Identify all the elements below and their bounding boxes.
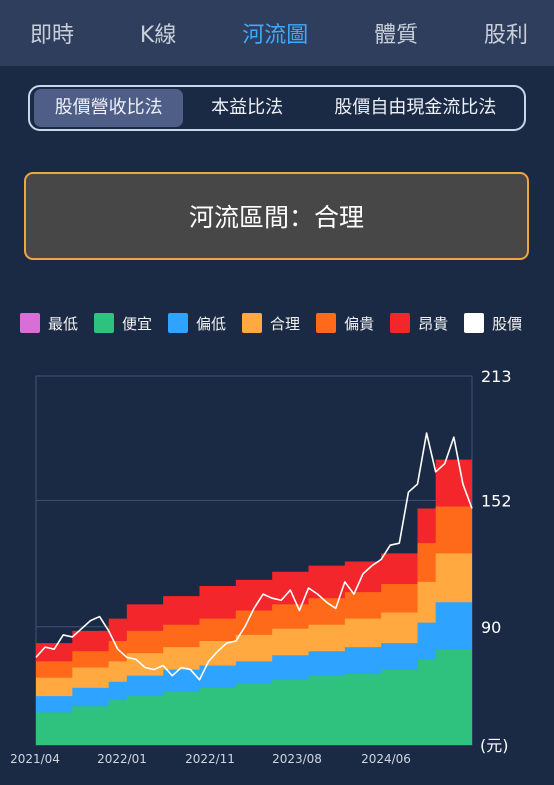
legend-label: 偏低: [196, 314, 227, 333]
method-price-fcf[interactable]: 股價自由現金流比法: [334, 97, 497, 118]
legend-label: 股價: [492, 314, 523, 333]
legend-swatch: [20, 313, 40, 333]
tab-dividends[interactable]: 股利: [483, 23, 528, 48]
legend-item-expensive: 昂貴: [390, 313, 448, 334]
river-chart: 213 152 90 (元) 2021/04 2022/01 2022/11 2023/08 2…: [10, 367, 512, 766]
legend-item-high: 偏貴: [316, 313, 374, 334]
legend-label: 合理: [270, 314, 301, 333]
legend-swatch: [168, 313, 189, 333]
tab-realtime[interactable]: 即時: [30, 23, 75, 48]
legend-label: 昂貴: [418, 314, 449, 333]
chart-legend: 最低 便宜 偏低 合理 偏貴 昂貴 股價: [20, 311, 540, 335]
legend-swatch: [242, 313, 263, 333]
price-line: [35, 432, 473, 681]
legend-item-lowest: 最低: [20, 313, 78, 334]
method-segmented-control: 股價營收比法 本益比法 股價自由現金流比法: [28, 85, 526, 131]
legend-item-fair: 合理: [242, 313, 300, 334]
legend-swatch: [316, 313, 337, 333]
legend-label: 偏貴: [344, 314, 375, 333]
legend-label: 最低: [48, 314, 79, 333]
tab-river-chart[interactable]: 河流圖: [242, 23, 309, 48]
top-navigation: 即時 K線 河流圖 體質 股利: [0, 0, 554, 66]
river-zone-status: 河流區間：合理: [24, 172, 529, 260]
x-tick-label: 2024/06: [361, 752, 411, 766]
tab-kline[interactable]: K線: [139, 23, 177, 48]
x-tick-label: 2023/08: [272, 752, 322, 766]
legend-swatch: [94, 313, 115, 333]
legend-label: 便宜: [122, 314, 153, 333]
x-tick-label: 2022/01: [97, 752, 147, 766]
y-unit-label: (元): [480, 736, 509, 755]
x-tick-label: 2021/04: [10, 752, 60, 766]
legend-item-cheap: 便宜: [94, 313, 152, 334]
legend-swatch: [464, 313, 485, 333]
legend-swatch: [390, 313, 411, 333]
legend-item-low: 偏低: [168, 313, 226, 334]
river-zone-text: 河流區間：合理: [188, 203, 364, 232]
y-tick-label: 152: [481, 491, 512, 510]
y-tick-label: 90: [481, 618, 501, 637]
method-pe-ratio[interactable]: 本益比法: [211, 97, 284, 118]
method-price-revenue[interactable]: 股價營收比法: [34, 89, 184, 127]
river-band-便宜: [36, 630, 472, 745]
x-tick-label: 2022/11: [185, 752, 235, 766]
y-tick-label: 213: [481, 367, 512, 386]
legend-item-price: 股價: [464, 313, 522, 334]
tab-fundamentals[interactable]: 體質: [374, 23, 419, 48]
